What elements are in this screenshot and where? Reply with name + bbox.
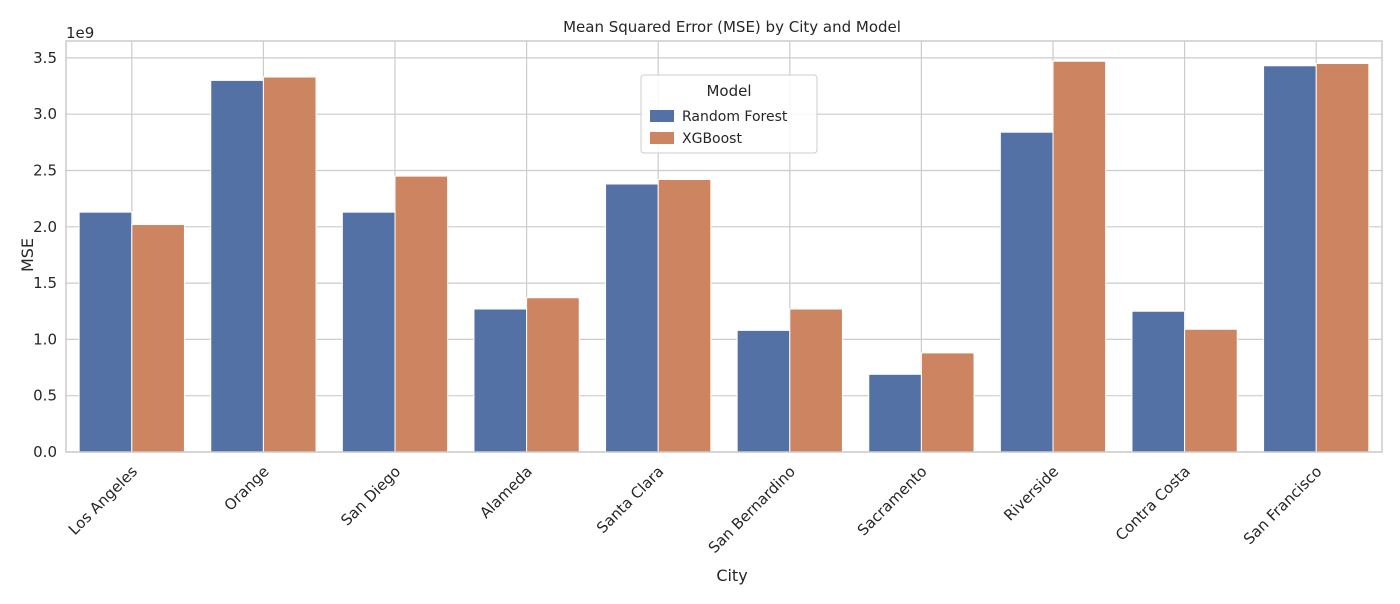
bar-xgboost-sacramento bbox=[920, 352, 975, 453]
x-tick-label: Santa Clara bbox=[593, 462, 667, 536]
x-tick-label: Riverside bbox=[1000, 462, 1062, 524]
bar-random-forest-sacramento bbox=[868, 373, 922, 453]
bars bbox=[78, 60, 1370, 453]
bar-random-forest-orange bbox=[210, 79, 264, 453]
bar-xgboost-orange bbox=[262, 76, 317, 453]
bar-random-forest-alameda bbox=[473, 308, 528, 453]
bar-random-forest-los-angeles bbox=[78, 211, 133, 453]
legend-label: XGBoost bbox=[682, 131, 742, 147]
bar-xgboost-alameda bbox=[526, 297, 580, 453]
y-tick-label: 0.0 bbox=[33, 443, 57, 461]
chart-title: Mean Squared Error (MSE) by City and Mod… bbox=[563, 18, 901, 36]
y-axis-label: MSE bbox=[18, 238, 37, 272]
y-tick-label: 1.0 bbox=[33, 330, 57, 348]
bar-xgboost-san-diego bbox=[394, 175, 449, 453]
bar-random-forest-contra-costa bbox=[1131, 310, 1186, 453]
bar-random-forest-riverside bbox=[999, 131, 1054, 453]
bar-xgboost-los-angeles bbox=[131, 224, 185, 453]
y-offset-label: 1e9 bbox=[66, 24, 94, 42]
x-tick-label: San Francisco bbox=[1240, 462, 1326, 548]
legend-items: Random Forest XGBoost bbox=[650, 109, 788, 147]
bar-random-forest-san-bernardino bbox=[736, 329, 791, 453]
legend: Model Random Forest XGBoost bbox=[640, 74, 818, 154]
x-tick-label: Los Angeles bbox=[65, 462, 141, 538]
legend-swatch-xgboost bbox=[650, 132, 674, 144]
y-tick-label: 0.5 bbox=[33, 387, 57, 405]
y-tick-label: 2.5 bbox=[33, 161, 57, 179]
bar-xgboost-san-bernardino bbox=[789, 308, 843, 453]
y-tick-label: 1.5 bbox=[33, 274, 57, 292]
bar-xgboost-santa-clara bbox=[657, 179, 712, 453]
bar-random-forest-san-francisco bbox=[1263, 65, 1317, 453]
bar-random-forest-san-diego bbox=[341, 211, 396, 453]
y-tick-label: 3.0 bbox=[33, 105, 57, 123]
y-tick-label: 3.5 bbox=[33, 49, 57, 67]
x-axis-label: City bbox=[716, 566, 747, 585]
bar-xgboost-san-francisco bbox=[1315, 63, 1370, 453]
x-tick-label: San Diego bbox=[337, 462, 404, 529]
bar-xgboost-contra-costa bbox=[1184, 328, 1238, 453]
legend-title: Model bbox=[706, 82, 751, 100]
legend-swatch-random-forest bbox=[650, 110, 674, 122]
x-tick-label: Sacramento bbox=[854, 462, 931, 539]
legend-box bbox=[640, 74, 818, 154]
x-tick-label: Orange bbox=[221, 462, 273, 514]
x-tick-label: Alameda bbox=[476, 462, 536, 522]
bar-xgboost-riverside bbox=[1052, 60, 1107, 453]
x-tick-label: San Bernardino bbox=[705, 462, 799, 556]
y-tick-labels: 0.0 0.5 1.0 1.5 2.0 2.5 3.0 3.5 bbox=[33, 49, 57, 461]
plot-frame bbox=[65, 40, 1383, 453]
bar-random-forest-santa-clara bbox=[605, 183, 659, 453]
legend-label: Random Forest bbox=[682, 109, 788, 125]
x-tick-label: Contra Costa bbox=[1112, 462, 1194, 544]
y-tick-label: 2.0 bbox=[33, 218, 57, 236]
x-tick-labels: Los Angeles Orange San Diego Alameda Santa C… bbox=[65, 462, 1325, 556]
